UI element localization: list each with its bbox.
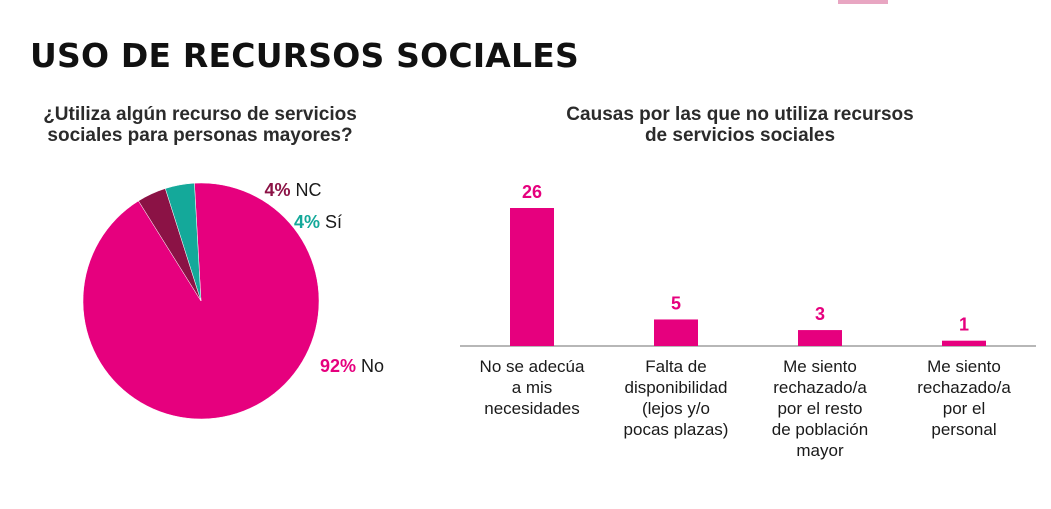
bar-title-line-1: Causas por las que no utiliza recursos	[566, 104, 914, 125]
pie-label-nc: 4% NC	[264, 180, 321, 200]
bar-2	[654, 319, 698, 346]
top-edge-mark	[838, 0, 888, 4]
pie-category-label: Sí	[325, 212, 342, 232]
bar-value-label: 3	[815, 304, 825, 324]
pie-label-si: 4% Sí	[294, 212, 342, 232]
bar-4	[942, 340, 986, 346]
pie-value-label: 4%	[264, 180, 290, 200]
pie-category-label: NC	[296, 180, 322, 200]
pie-title-line-1: ¿Utiliza algún recurso de servicios	[43, 104, 357, 125]
pie-value-label: 4%	[294, 212, 320, 232]
pie-label-no: 92% No	[320, 356, 384, 376]
bar-value-label: 1	[959, 315, 969, 335]
page-title: USO DE RECURSOS SOCIALES	[30, 36, 579, 75]
bar-value-label: 26	[522, 182, 542, 202]
pie-slice-si	[165, 182, 202, 302]
bar-3	[798, 330, 842, 346]
bar-category-label: Me siento rechazado/a por el personal	[917, 357, 1011, 439]
bar-category-label: No se adecúa a mis necesidades	[480, 357, 585, 418]
bar-category-label: Falta de disponibilidad (lejos y/o pocas pl…	[624, 357, 729, 439]
bar-chart-title: Causas por las que no utiliza recursos d…	[520, 104, 960, 146]
bar-value-label: 5	[671, 293, 681, 313]
bar-title-line-2: de servicios sociales	[644, 125, 836, 146]
pie-title-line-2: sociales para personas mayores?	[47, 125, 353, 146]
pie-chart-title: ¿Utiliza algún recurso de servicios soci…	[10, 104, 390, 146]
pie-category-label: No	[361, 356, 384, 376]
bar-1	[510, 208, 554, 346]
pie-value-label: 92%	[320, 356, 356, 376]
bar-category-label: Me siento rechazado/a por el resto de pobla…	[772, 357, 868, 460]
